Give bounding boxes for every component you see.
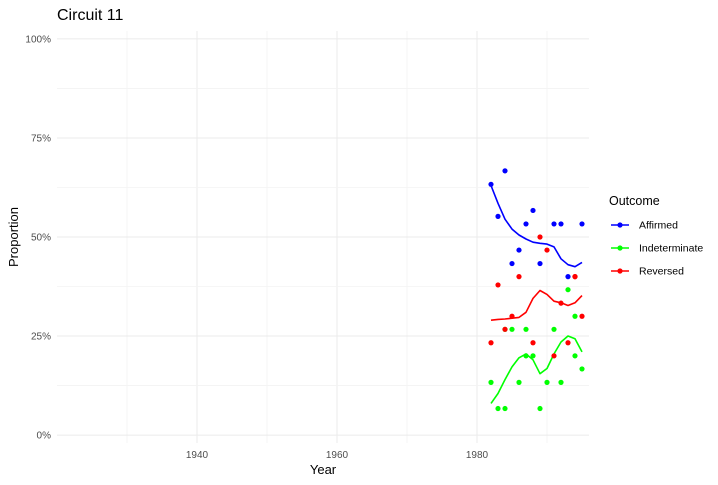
smooth-line-affirmed [490,185,583,268]
x-tick-label: 1940 [186,450,209,461]
smooth-line-reversed [490,289,583,321]
data-point-reversed [558,300,564,306]
data-point-indeterminate [523,326,529,332]
legend-key-point [617,268,623,274]
legend-title: Outcome [609,194,660,208]
legend-key-point [617,222,623,228]
data-point-reversed [579,313,585,319]
y-tick-label: 0% [37,431,52,442]
data-point-indeterminate [509,326,515,332]
grid [57,31,589,443]
y-tick-label: 25% [31,332,51,343]
data-point-affirmed [537,260,543,267]
data-point-reversed [530,340,536,346]
data-points [488,168,585,412]
data-point-reversed [565,340,571,346]
legend-label: Affirmed [639,220,678,232]
data-point-indeterminate [523,353,529,359]
smooth-lines [490,185,583,404]
data-point-affirmed [509,260,515,267]
data-point-affirmed [551,221,557,227]
data-point-indeterminate [488,379,494,385]
data-point-affirmed [558,221,564,227]
y-axis-title: Proportion [6,207,21,267]
data-point-indeterminate [502,405,508,412]
data-point-indeterminate [516,379,522,385]
legend-key-point [617,245,623,251]
chart-title: Circuit 11 [57,7,123,24]
legend-label: Indeterminate [639,243,703,255]
data-point-affirmed [579,221,585,227]
data-point-reversed [544,247,550,253]
data-point-indeterminate [495,405,501,412]
data-point-indeterminate [572,313,578,319]
data-point-reversed [488,340,494,346]
y-tick-label: 100% [25,34,51,45]
data-point-reversed [502,326,508,332]
data-point-affirmed [530,207,536,214]
legend: Outcome Affirmed Indeterminate Reversed [609,194,703,278]
x-axis-title: Year [310,462,337,477]
x-tick-label: 1960 [326,450,349,461]
x-tick-label: 1980 [466,450,489,461]
data-point-indeterminate [558,379,564,385]
data-point-reversed [572,274,578,280]
data-point-reversed [495,282,501,288]
data-point-affirmed [565,274,571,280]
y-tick-label: 75% [31,133,51,144]
y-tick-label: 50% [31,233,51,244]
tick-labels: 1940 1960 1980 0% 25% 50% 75% 100% [25,34,488,461]
data-point-indeterminate [551,326,557,332]
smooth-line-indeterminate [490,335,583,404]
data-point-indeterminate [565,287,571,293]
data-point-affirmed [502,168,508,174]
data-point-affirmed [495,213,501,219]
data-point-indeterminate [572,353,578,359]
data-point-indeterminate [579,366,585,372]
data-point-reversed [516,274,522,280]
data-point-indeterminate [544,379,550,385]
data-point-reversed [509,313,515,319]
data-point-indeterminate [530,353,536,359]
data-point-reversed [551,353,557,359]
data-point-affirmed [488,181,494,187]
legend-label: Reversed [639,266,684,278]
data-point-indeterminate [537,405,543,412]
data-point-affirmed [516,247,522,253]
data-point-reversed [537,234,543,240]
data-point-affirmed [523,221,529,227]
